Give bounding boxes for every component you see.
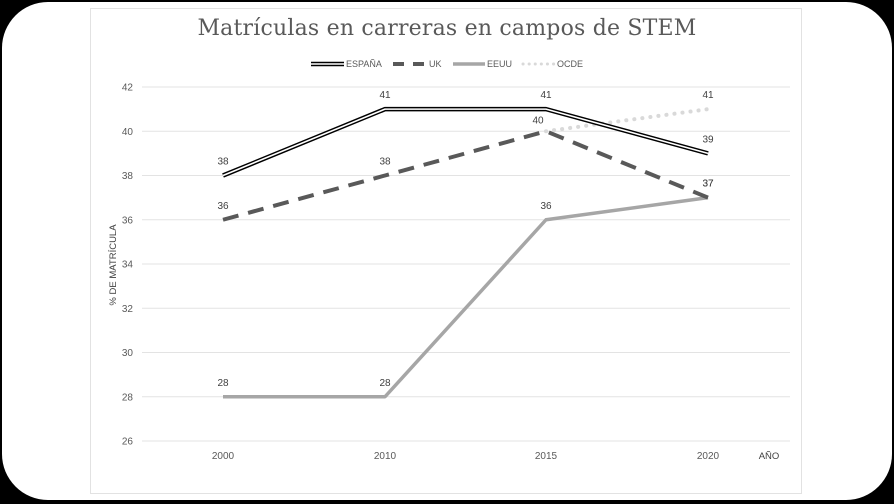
- data-label-eeuu: 28: [217, 378, 229, 389]
- data-label-eeuu: 36: [540, 201, 552, 212]
- legend-item-uk: UK: [393, 59, 442, 69]
- y-tick-label: 28: [122, 392, 134, 403]
- gridlines: [142, 86, 790, 442]
- y-axis-title: % DE MATRÍCULA: [108, 224, 119, 306]
- data-label-uk: 37: [702, 179, 714, 190]
- legend-item-españa: ESPAÑA: [311, 59, 382, 69]
- y-axis-ticks: 26 28 30 32 34 36 38 40 42: [122, 83, 134, 448]
- legend-label: EEUU: [487, 59, 512, 69]
- chart-area-border: [90, 8, 802, 494]
- data-label-ocde: 41: [702, 90, 714, 101]
- x-tick-label: 2010: [374, 451, 397, 462]
- y-tick-label: 42: [122, 83, 134, 94]
- data-label-españa: 41: [540, 90, 552, 101]
- x-tick-label: 2000: [212, 451, 235, 462]
- data-label-españa: 38: [217, 157, 229, 168]
- data-label-uk: 36: [217, 201, 229, 212]
- series-line-eeuu: [223, 195, 709, 399]
- legend-label: OCDE: [557, 59, 583, 69]
- data-label-españa: 39: [702, 134, 714, 145]
- x-axis-ticks: 2000 2010 2015 2020: [212, 451, 720, 462]
- data-label-eeuu: 28: [379, 378, 391, 389]
- series-line-españa-inner: [222, 108, 709, 177]
- chart-title: Matrículas en carreras en campos de STEM: [197, 16, 697, 41]
- data-label-uk: 38: [379, 157, 391, 168]
- legend-label: ESPAÑA: [346, 59, 382, 69]
- y-tick-label: 32: [122, 304, 134, 315]
- data-label-eeuu: 37: [702, 179, 714, 190]
- series-lines: [222, 106, 710, 399]
- legend-item-ocde: OCDE: [521, 59, 583, 69]
- x-tick-label: 2015: [535, 451, 558, 462]
- y-tick-label: 26: [122, 437, 134, 448]
- legend-item-eeuu: EEUU: [453, 59, 512, 69]
- y-tick-label: 38: [122, 171, 134, 182]
- y-tick-label: 30: [122, 348, 134, 359]
- legend: ESPAÑA UK EEUU OCDE: [311, 59, 583, 69]
- data-label-españa: 41: [379, 90, 391, 101]
- legend-label: UK: [429, 59, 442, 69]
- y-tick-label: 34: [122, 260, 134, 271]
- y-tick-label: 36: [122, 215, 134, 226]
- series-line-uk: [222, 129, 709, 222]
- series-line-ocde: [544, 107, 710, 134]
- x-axis-title: AÑO: [759, 451, 780, 462]
- data-label-uk: 40: [532, 115, 544, 126]
- y-tick-label: 40: [122, 127, 134, 138]
- x-tick-label: 2020: [697, 451, 720, 462]
